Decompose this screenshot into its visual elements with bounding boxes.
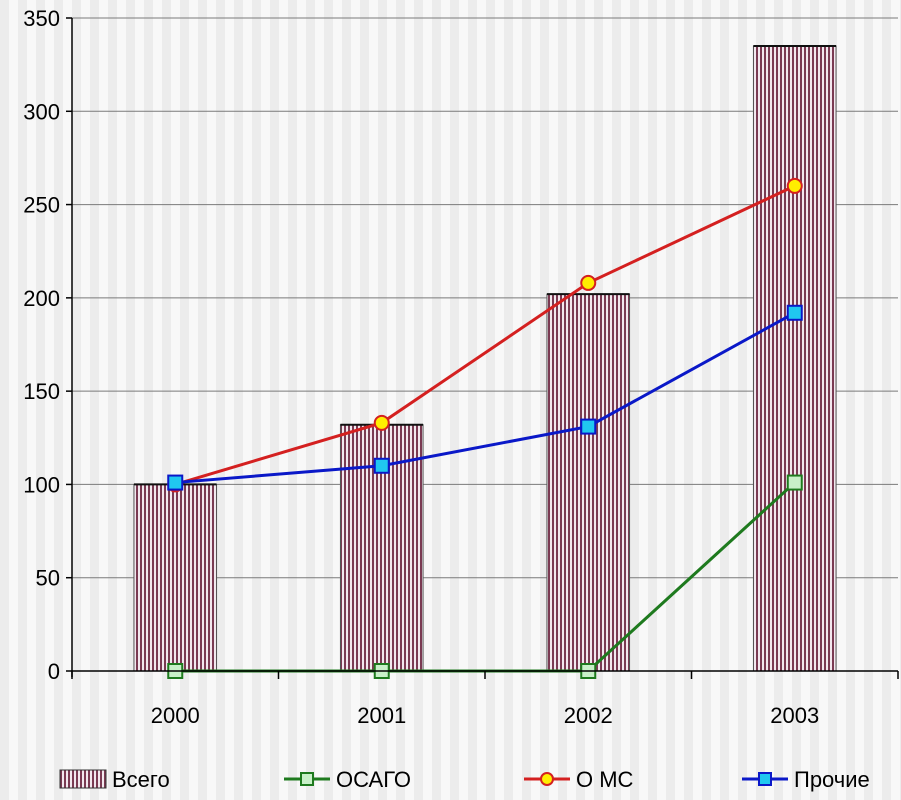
legend-label: Всего [112, 767, 170, 792]
data-point [580, 274, 597, 291]
data-point [580, 418, 597, 435]
y-tick-label: 300 [23, 99, 60, 124]
data-point [786, 474, 803, 491]
y-tick-label: 250 [23, 193, 60, 218]
y-tick-label: 50 [36, 566, 60, 591]
legend-label: О МС [576, 767, 634, 792]
legend-marker [300, 772, 314, 786]
bar [546, 293, 631, 672]
y-tick-label: 350 [23, 6, 60, 31]
data-point [373, 414, 390, 431]
legend-marker [758, 772, 772, 786]
legend-swatch [59, 769, 107, 789]
x-tick-label: 2000 [151, 703, 200, 728]
data-point [373, 457, 390, 474]
y-tick-label: 0 [48, 659, 60, 684]
y-tick-label: 100 [23, 472, 60, 497]
x-tick-label: 2001 [357, 703, 406, 728]
legend-label: Прочие [794, 767, 870, 792]
legend: Всего ОСАГО О МС Прочие [59, 767, 870, 792]
axes-layer: 0 50 100 150 200 250 300 350 2000 2001 2002 2003 [23, 6, 899, 728]
x-tick-label: 2003 [770, 703, 819, 728]
series-line [175, 311, 796, 485]
series-line [174, 184, 796, 486]
bar [133, 483, 218, 672]
legend-label: ОСАГО [336, 767, 411, 792]
data-point [786, 177, 803, 194]
x-tick-label: 2002 [564, 703, 613, 728]
bar [752, 45, 837, 672]
data-point [786, 304, 803, 321]
y-tick-label: 200 [23, 286, 60, 311]
y-tick-label: 150 [23, 379, 60, 404]
legend-marker [540, 772, 554, 786]
data-point [167, 474, 184, 491]
